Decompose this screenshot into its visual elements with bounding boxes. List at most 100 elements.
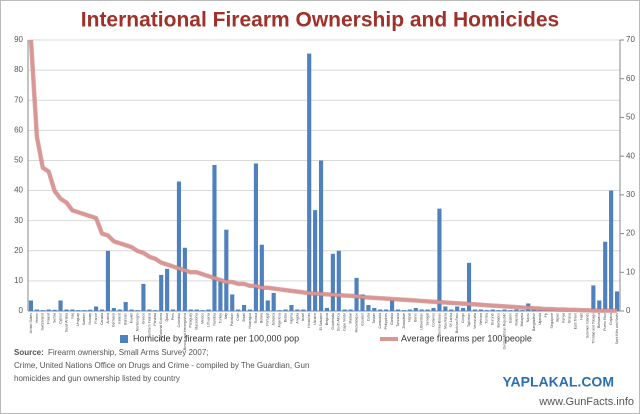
bar <box>591 285 596 311</box>
bar <box>271 292 276 311</box>
x-tick-label: Rwanda <box>514 313 518 326</box>
bar <box>336 250 341 311</box>
x-tick-label: Barbados <box>497 313 501 328</box>
x-tick-label: Sweden <box>82 313 86 325</box>
x-tick-label: Sri Lanka <box>449 313 453 327</box>
x-tick-label: Guinea-Bissau <box>437 313 441 335</box>
bar <box>182 247 187 311</box>
x-tick-label: Bosnia and Herzegovina <box>183 313 187 350</box>
x-tick-label: Chile <box>236 313 240 321</box>
x-tick-label: Cape Verde <box>343 313 347 331</box>
bar <box>384 309 389 311</box>
bar <box>82 310 87 311</box>
bar <box>318 160 324 311</box>
bar <box>40 310 45 311</box>
bar <box>520 310 525 311</box>
x-tick-label: Pakistan <box>230 313 234 326</box>
chart-title: International Firearm Ownership and Homi… <box>81 9 559 32</box>
x-tick-label: Burundi <box>491 313 495 325</box>
x-tick-label: Comoros <box>431 313 435 327</box>
bar <box>194 309 199 311</box>
bar <box>390 300 395 311</box>
x-tick-label: Finland <box>47 313 51 324</box>
bar <box>58 300 63 311</box>
x-tick-label: Switzerland <box>41 313 45 331</box>
bar <box>502 309 507 311</box>
x-tick-label: Uruguay <box>76 313 80 326</box>
y2-tick-label: 20 <box>626 229 635 238</box>
source-line: Firearm ownership, Small Arms Survey 200… <box>48 348 209 357</box>
x-tick-label: Turkey <box>218 313 222 324</box>
bar <box>342 309 347 311</box>
x-tick-label: Cyprus <box>58 313 62 324</box>
y-tick-label: 70 <box>14 95 23 104</box>
y2-tick-label: 70 <box>626 35 635 44</box>
x-tick-label: Portugal <box>266 313 270 326</box>
bar <box>117 309 122 311</box>
bar <box>259 244 264 311</box>
bar <box>277 310 282 311</box>
y2-tick-label: 30 <box>626 190 635 199</box>
bar <box>218 280 223 311</box>
bar <box>603 241 608 311</box>
bar <box>597 300 602 311</box>
x-tick-label: Senegal <box>425 313 429 326</box>
x-tick-label: Gambia <box>390 313 394 325</box>
x-tick-label: Benin <box>414 313 418 322</box>
x-tick-label: Norway <box>88 313 92 325</box>
y-tick-label: 0 <box>19 306 24 315</box>
bar <box>366 304 371 311</box>
x-tick-label: Angola <box>295 313 299 324</box>
bar <box>200 310 205 311</box>
y-tick-label: 10 <box>14 276 23 285</box>
bar <box>401 310 406 311</box>
bar <box>52 309 57 311</box>
x-tick-label: Iraq <box>70 313 74 319</box>
bar <box>141 283 146 311</box>
x-tick-label: Jamaica <box>272 313 276 326</box>
x-tick-label: United States <box>29 313 33 334</box>
x-tick-label: Serbia <box>53 313 57 323</box>
x-tick-label: Zimbabwe <box>402 313 406 329</box>
bar <box>437 208 442 311</box>
x-tick-label: Brazil <box>242 313 246 322</box>
x-tick-label: Kenya <box>562 313 566 323</box>
x-tick-label: Ecuador <box>360 312 364 325</box>
bar <box>360 294 365 311</box>
bar <box>324 307 330 311</box>
y2-tick-label: 10 <box>626 267 635 276</box>
bar <box>472 309 478 311</box>
bar <box>236 309 241 311</box>
bar <box>88 309 93 311</box>
x-tick-label: Macedonia <box>195 313 199 330</box>
bar <box>265 300 270 311</box>
bar <box>224 229 229 311</box>
bar <box>330 253 335 311</box>
bar <box>159 274 164 311</box>
bar <box>478 309 483 311</box>
x-tick-label: Honduras <box>307 313 311 328</box>
bar <box>609 190 614 311</box>
x-tick-label: Paraguay <box>189 313 193 328</box>
y-tick-label: 20 <box>14 246 23 255</box>
x-tick-label: Mauritania <box>443 313 447 329</box>
x-tick-label: Solomon Islands <box>585 313 589 338</box>
legend-swatch <box>120 335 128 343</box>
x-tick-label: El Salvador <box>319 312 323 330</box>
x-tick-label: Belize <box>283 313 287 322</box>
bar <box>283 309 288 311</box>
x-tick-label: Austria <box>106 313 110 324</box>
bar <box>135 310 140 311</box>
x-tick-label: Botswana <box>597 313 601 328</box>
y2-tick-label: 40 <box>626 151 635 160</box>
x-tick-label: Ghana <box>568 313 572 323</box>
x-tick-label: Bangladesh <box>532 313 536 331</box>
x-tick-label: Saint Kitts and Nevis <box>615 313 619 345</box>
bar <box>614 291 620 311</box>
bar <box>484 310 489 311</box>
x-tick-label: Gabon <box>508 313 512 323</box>
bar <box>514 309 519 311</box>
x-tick-label: Belgium <box>325 313 329 325</box>
x-tick-label: France <box>94 313 98 324</box>
